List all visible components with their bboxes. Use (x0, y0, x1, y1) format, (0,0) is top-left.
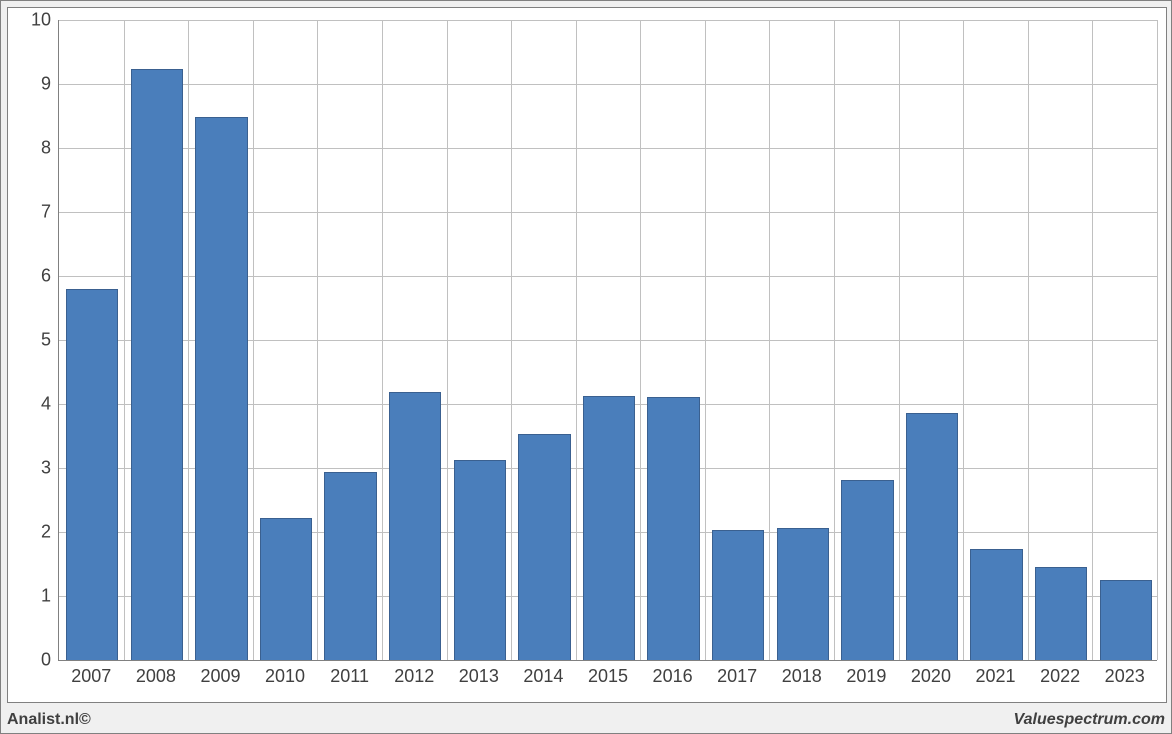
gridline-horizontal (59, 84, 1157, 85)
y-axis-tick-label: 4 (41, 394, 59, 415)
bar (324, 472, 376, 660)
bar (518, 434, 570, 660)
y-axis-tick-label: 6 (41, 266, 59, 287)
x-axis-tick-label: 2023 (1105, 660, 1145, 687)
bar (260, 518, 312, 660)
bar (66, 289, 118, 660)
bar (195, 117, 247, 660)
x-axis-tick-label: 2017 (717, 660, 757, 687)
x-axis-tick-label: 2021 (975, 660, 1015, 687)
y-axis-tick-label: 1 (41, 586, 59, 607)
x-axis-tick-label: 2020 (911, 660, 951, 687)
bar (777, 528, 829, 660)
bar (970, 549, 1022, 660)
bar (1035, 567, 1087, 660)
bar (389, 392, 441, 660)
x-axis-tick-label: 2008 (136, 660, 176, 687)
y-axis-tick-label: 8 (41, 138, 59, 159)
x-axis-tick-label: 2010 (265, 660, 305, 687)
x-axis-tick-label: 2007 (71, 660, 111, 687)
bar (647, 397, 699, 660)
x-axis-tick-label: 2009 (200, 660, 240, 687)
bar (1100, 580, 1152, 660)
y-axis-tick-label: 2 (41, 522, 59, 543)
x-axis-tick-label: 2015 (588, 660, 628, 687)
y-axis-tick-label: 10 (31, 10, 59, 31)
y-axis-tick-label: 0 (41, 650, 59, 671)
chart-outer-frame: 0 1 2 3 4 5 6 7 8 9 10 2007 2008 2009 2010 2011 2012 2013… (0, 0, 1172, 734)
y-axis-tick-label: 5 (41, 330, 59, 351)
x-axis-tick-label: 2013 (459, 660, 499, 687)
footer-right-credit: Valuespectrum.com (1014, 711, 1165, 729)
bar (131, 69, 183, 660)
x-axis-tick-label: 2022 (1040, 660, 1080, 687)
x-axis-tick-label: 2012 (394, 660, 434, 687)
y-axis-tick-label: 9 (41, 74, 59, 95)
bar (583, 396, 635, 660)
bar (906, 413, 958, 660)
x-axis-tick-label: 2016 (653, 660, 693, 687)
bar (841, 480, 893, 660)
x-axis-tick-label: 2014 (523, 660, 563, 687)
gridline-horizontal (59, 20, 1157, 21)
footer-left-credit: Analist.nl© (7, 711, 91, 729)
chart-plot-area: 0123456789102007200820092010201120122013… (58, 20, 1157, 661)
y-axis-tick-label: 7 (41, 202, 59, 223)
x-axis-tick-label: 2018 (782, 660, 822, 687)
x-axis-tick-label: 2019 (846, 660, 886, 687)
bar (712, 530, 764, 660)
chart-plot-frame: 0 1 2 3 4 5 6 7 8 9 10 2007 2008 2009 2010 2011 2012 2013… (7, 7, 1167, 703)
y-axis-tick-label: 3 (41, 458, 59, 479)
gridline-vertical (1157, 20, 1158, 660)
bar (454, 460, 506, 660)
x-axis-tick-label: 2011 (330, 660, 369, 687)
